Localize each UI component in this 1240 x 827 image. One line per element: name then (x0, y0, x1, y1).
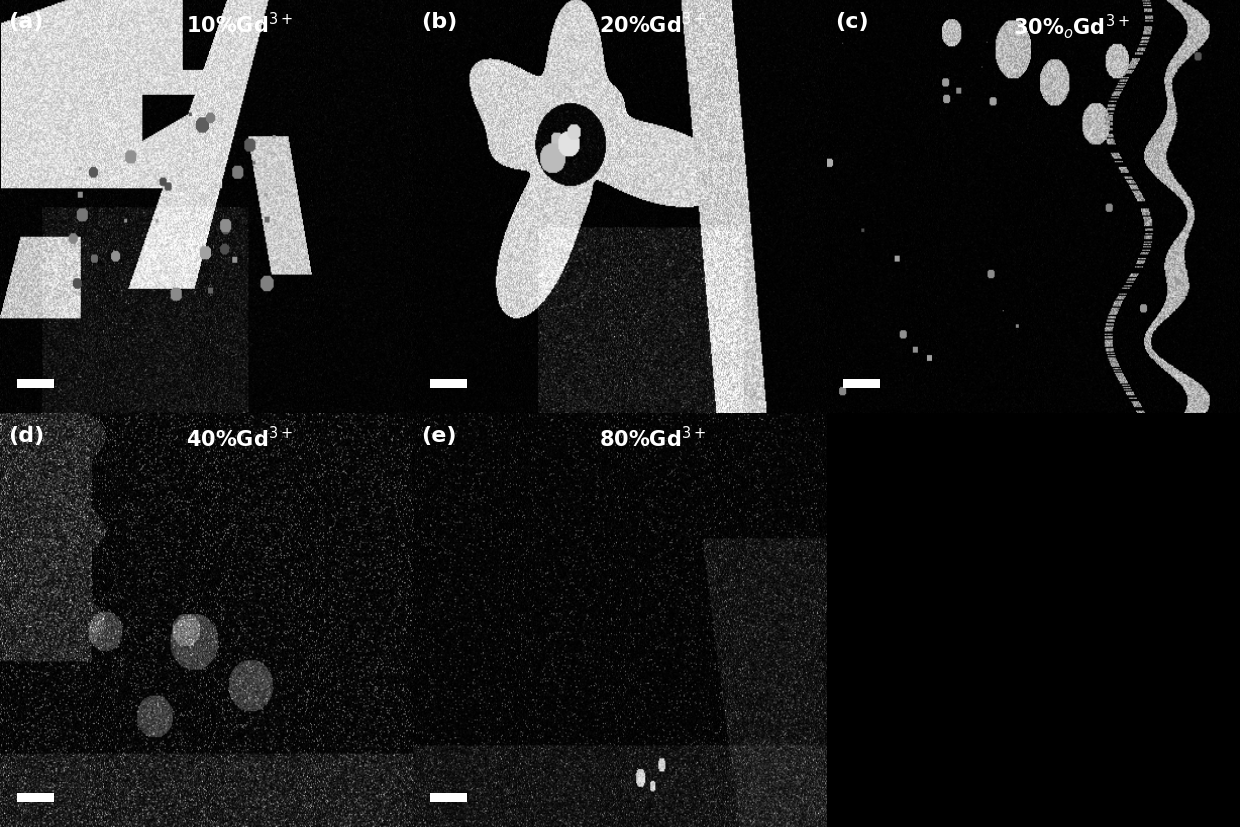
Text: 80%Gd$^{3+}$: 80%Gd$^{3+}$ (599, 426, 707, 451)
Text: 20%Gd$^{3+}$: 20%Gd$^{3+}$ (599, 12, 707, 37)
Bar (430, 380, 467, 389)
Text: (c): (c) (835, 12, 868, 32)
Text: (a): (a) (9, 12, 43, 32)
Bar (16, 380, 53, 389)
Bar (430, 793, 467, 802)
Text: 10%Gd$^{3+}$: 10%Gd$^{3+}$ (186, 12, 293, 37)
Text: (d): (d) (9, 426, 45, 446)
Text: (e): (e) (422, 426, 458, 446)
Bar (843, 380, 880, 389)
Text: (b): (b) (422, 12, 458, 32)
Text: 30%$_o$Gd$^{3+}$: 30%$_o$Gd$^{3+}$ (1013, 12, 1130, 41)
Text: 40%Gd$^{3+}$: 40%Gd$^{3+}$ (186, 426, 293, 451)
Bar (16, 793, 53, 802)
